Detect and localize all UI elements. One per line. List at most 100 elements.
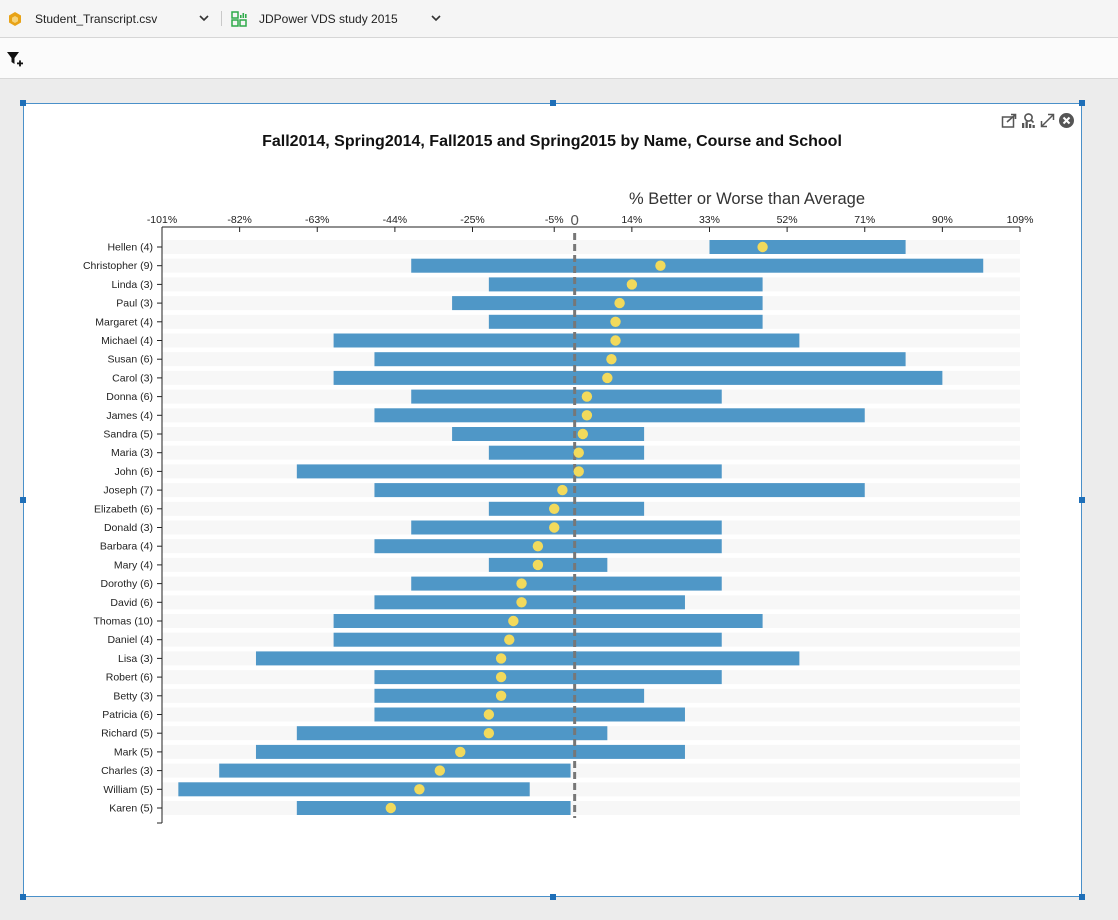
average-marker (581, 410, 593, 421)
x-tick-label: -101% (147, 214, 177, 226)
y-tick-label: Joseph (7) (103, 485, 153, 497)
average-marker (483, 728, 495, 739)
y-tick-label: Maria (3) (111, 447, 153, 459)
range-bar (178, 782, 530, 797)
tab-divider (221, 11, 222, 26)
range-bar (411, 258, 984, 273)
range-bar (452, 427, 645, 441)
y-tick-label: Paul (3) (116, 298, 153, 310)
x-tick-label: -5% (545, 214, 564, 226)
average-marker (495, 653, 507, 664)
range-bar (488, 501, 645, 516)
range-bar (374, 408, 865, 423)
y-tick-label: James (4) (106, 410, 153, 422)
y-tick-label: John (6) (114, 466, 153, 478)
close-icon[interactable] (1058, 112, 1075, 129)
average-marker (516, 578, 527, 589)
maximize-icon[interactable] (1039, 112, 1056, 129)
resize-handle[interactable] (20, 100, 26, 106)
tab-student-transcript[interactable]: Student_Transcript.csv (8, 0, 213, 37)
average-marker (504, 634, 515, 645)
average-marker (455, 746, 466, 758)
resize-handle[interactable] (1079, 100, 1085, 106)
range-bar (488, 445, 645, 460)
x-tick-label: 109% (1007, 214, 1034, 226)
range-bar (374, 688, 645, 703)
range-bar (333, 632, 722, 647)
range-bar (374, 483, 865, 498)
range-bar (452, 296, 763, 311)
average-marker (483, 709, 495, 720)
average-marker (614, 297, 625, 309)
range-bar (374, 539, 722, 554)
chart-panel[interactable]: Fall2014, Spring2014, Fall2015 and Sprin… (20, 100, 1085, 900)
average-marker (577, 428, 589, 440)
range-bar (411, 389, 722, 404)
chevron-down-icon[interactable] (199, 13, 209, 25)
range-bar (488, 557, 608, 572)
range-bar (488, 314, 763, 329)
average-marker (573, 447, 584, 458)
top-tab-bar: Student_Transcript.csv JDPower VDS study… (0, 0, 1118, 38)
range-bar (488, 277, 763, 292)
average-marker (610, 335, 621, 346)
tab-label: Student_Transcript.csv (35, 11, 158, 26)
average-marker (508, 615, 519, 627)
y-tick-label: Mark (5) (114, 746, 153, 758)
y-tick-label: Dorothy (6) (100, 578, 153, 590)
data-explore-icon[interactable] (1020, 112, 1037, 129)
range-bar (333, 333, 800, 348)
y-tick-label: Lisa (3) (118, 653, 153, 665)
y-tick-label: Sandra (5) (103, 429, 153, 441)
range-bar (296, 726, 608, 741)
y-tick-label: Mary (4) (114, 559, 153, 571)
chevron-down-icon[interactable] (431, 13, 441, 25)
resize-handle[interactable] (1079, 894, 1085, 900)
resize-handle[interactable] (20, 497, 26, 503)
y-tick-label: Daniel (4) (107, 634, 153, 646)
y-tick-label: Carol (3) (112, 372, 153, 384)
filter-toolbar (0, 38, 1118, 79)
x-tick-label: -44% (383, 214, 408, 226)
average-marker (414, 784, 425, 795)
row-band (162, 801, 1020, 815)
range-bar (411, 576, 722, 591)
chart-title: Fall2014, Spring2014, Fall2015 and Sprin… (262, 133, 842, 150)
range-bar (219, 763, 571, 778)
y-tick-label: Donald (3) (104, 522, 153, 534)
resize-handle[interactable] (550, 894, 556, 900)
y-tick-label: David (6) (110, 597, 153, 609)
range-bar (296, 801, 571, 815)
resize-handle[interactable] (550, 100, 556, 106)
y-tick-label: Margaret (4) (95, 316, 153, 328)
resize-handle[interactable] (20, 894, 26, 900)
average-marker (602, 372, 613, 384)
y-tick-label: Hellen (4) (107, 242, 153, 254)
tab-jdpower-study[interactable]: JDPower VDS study 2015 (231, 0, 443, 37)
range-bar (374, 670, 722, 685)
y-tick-label: William (5) (103, 784, 153, 796)
y-tick-label: Patricia (6) (102, 709, 153, 721)
y-tick-label: Linda (3) (112, 279, 153, 291)
x-tick-label: -25% (460, 214, 485, 226)
average-marker (434, 765, 446, 776)
zero-label: 0 (570, 212, 578, 229)
tab-label: JDPower VDS study 2015 (259, 11, 398, 26)
range-bar (374, 707, 685, 722)
y-tick-label: Thomas (10) (93, 616, 153, 628)
average-marker (495, 690, 507, 701)
y-tick-label: Barbara (4) (100, 541, 153, 553)
y-tick-label: Donna (6) (106, 391, 153, 403)
resize-handle[interactable] (1079, 497, 1085, 503)
x-tick-label: 33% (699, 214, 720, 226)
range-bar (333, 370, 943, 385)
share-icon[interactable] (1001, 112, 1018, 129)
y-tick-label: Richard (5) (101, 728, 153, 740)
x-tick-label: 71% (854, 214, 875, 226)
average-marker (495, 671, 507, 683)
add-filter-icon[interactable] (6, 51, 24, 69)
range-chart: Fall2014, Spring2014, Fall2015 and Sprin… (83, 133, 1034, 824)
panel-icon-bar (1001, 112, 1075, 129)
range-bar (709, 240, 906, 254)
axis-title: % Better or Worse than Average (629, 190, 865, 208)
